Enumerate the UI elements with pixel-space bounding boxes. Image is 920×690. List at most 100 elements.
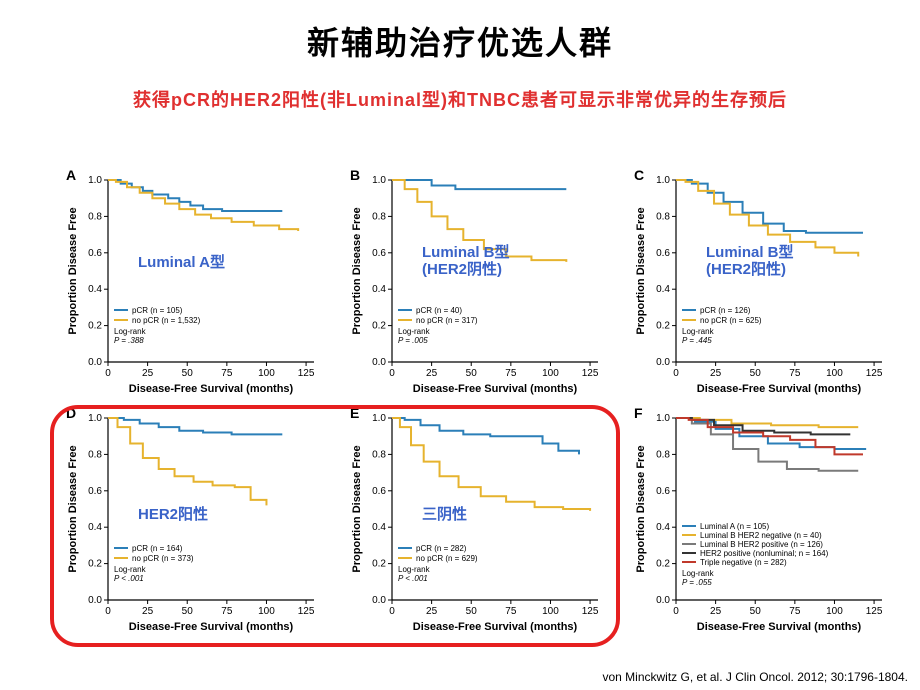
svg-text:0.8: 0.8: [656, 211, 670, 222]
main-title: 新辅助治疗优选人群: [0, 0, 920, 64]
svg-text:Log-rank: Log-rank: [114, 327, 147, 336]
panel-C: C0.00.20.40.60.81.00255075100125Proporti…: [628, 166, 888, 398]
citation: von Minckwitz G, et al. J Clin Oncol. 20…: [603, 670, 909, 684]
panel-B-label: Luminal B型(HER2阴性): [422, 244, 510, 279]
panel-E: E0.00.20.40.60.81.00255075100125Proporti…: [344, 404, 604, 636]
svg-text:75: 75: [505, 606, 517, 617]
svg-text:0.2: 0.2: [372, 559, 386, 570]
svg-text:1.0: 1.0: [88, 413, 102, 424]
svg-text:A: A: [66, 167, 76, 183]
svg-text:Proportion Disease Free: Proportion Disease Free: [351, 207, 363, 334]
svg-text:P = .388: P = .388: [114, 336, 144, 345]
svg-text:0.4: 0.4: [372, 284, 386, 295]
svg-text:Disease-Free Survival (months): Disease-Free Survival (months): [129, 383, 294, 395]
svg-text:1.0: 1.0: [656, 175, 670, 186]
svg-text:no pCR (n = 317): no pCR (n = 317): [416, 316, 478, 325]
svg-text:75: 75: [789, 368, 801, 379]
svg-text:125: 125: [582, 606, 599, 617]
svg-text:Log-rank: Log-rank: [682, 327, 715, 336]
svg-text:Proportion Disease Free: Proportion Disease Free: [67, 207, 79, 334]
svg-text:0.8: 0.8: [88, 211, 102, 222]
panel-D-label: HER2阳性: [138, 506, 208, 523]
svg-text:0.4: 0.4: [88, 522, 102, 533]
svg-text:0.4: 0.4: [88, 284, 102, 295]
svg-text:75: 75: [221, 368, 233, 379]
svg-text:Log-rank: Log-rank: [398, 327, 431, 336]
svg-text:75: 75: [789, 606, 801, 617]
svg-text:0.6: 0.6: [656, 248, 670, 259]
svg-text:0.4: 0.4: [656, 284, 670, 295]
svg-text:pCR (n = 105): pCR (n = 105): [132, 306, 183, 315]
svg-text:Luminal A (n = 105): Luminal A (n = 105): [700, 522, 769, 531]
svg-text:P = .445: P = .445: [682, 336, 712, 345]
svg-text:P < .001: P < .001: [398, 574, 428, 583]
svg-text:Log-rank: Log-rank: [398, 565, 431, 574]
svg-text:100: 100: [826, 606, 843, 617]
svg-text:1.0: 1.0: [656, 413, 670, 424]
svg-text:0: 0: [389, 368, 395, 379]
svg-text:0.8: 0.8: [372, 449, 386, 460]
subtitle: 获得pCR的HER2阳性(非Luminal型)和TNBC患者可显示非常优异的生存…: [0, 86, 920, 112]
svg-text:F: F: [634, 405, 643, 421]
svg-text:50: 50: [750, 606, 762, 617]
svg-text:Proportion Disease Free: Proportion Disease Free: [635, 445, 647, 572]
svg-text:0.2: 0.2: [656, 321, 670, 332]
svg-text:1.0: 1.0: [372, 175, 386, 186]
svg-text:0.8: 0.8: [372, 211, 386, 222]
svg-text:Log-rank: Log-rank: [682, 569, 715, 578]
svg-text:100: 100: [542, 606, 559, 617]
panel-D: D0.00.20.40.60.81.00255075100125Proporti…: [60, 404, 320, 636]
svg-text:125: 125: [582, 368, 599, 379]
svg-text:0: 0: [673, 606, 679, 617]
panel-F: F0.00.20.40.60.81.00255075100125Proporti…: [628, 404, 888, 636]
svg-text:50: 50: [466, 368, 478, 379]
svg-text:0.0: 0.0: [372, 357, 386, 368]
svg-text:Proportion Disease Free: Proportion Disease Free: [635, 207, 647, 334]
svg-text:D: D: [66, 405, 76, 421]
svg-text:0.6: 0.6: [372, 248, 386, 259]
chart-grid: A 0.0 0.2 0.4 0.6 0.8 1.0 0 25 50 75 100 125 Proporti…: [60, 166, 890, 636]
svg-text:0: 0: [105, 368, 111, 379]
panel-C-label: Luminal B型(HER2阳性): [706, 244, 794, 279]
svg-text:0.2: 0.2: [88, 559, 102, 570]
svg-text:0: 0: [389, 606, 395, 617]
svg-text:0.6: 0.6: [656, 486, 670, 497]
svg-text:0.0: 0.0: [656, 357, 670, 368]
svg-text:0.4: 0.4: [656, 522, 670, 533]
svg-text:1.0: 1.0: [88, 175, 102, 186]
svg-text:100: 100: [826, 368, 843, 379]
svg-text:125: 125: [866, 606, 883, 617]
svg-text:no pCR (n = 629): no pCR (n = 629): [416, 554, 478, 563]
svg-text:25: 25: [710, 606, 722, 617]
svg-text:25: 25: [426, 606, 438, 617]
svg-text:0.8: 0.8: [656, 449, 670, 460]
svg-text:0.6: 0.6: [372, 486, 386, 497]
svg-text:0.6: 0.6: [88, 248, 102, 259]
svg-text:no pCR (n = 373): no pCR (n = 373): [132, 554, 194, 563]
svg-text:0.4: 0.4: [372, 522, 386, 533]
svg-text:pCR (n = 164): pCR (n = 164): [132, 544, 183, 553]
svg-text:50: 50: [750, 368, 762, 379]
svg-text:75: 75: [505, 368, 517, 379]
svg-text:0.2: 0.2: [372, 321, 386, 332]
svg-text:125: 125: [298, 368, 315, 379]
svg-text:75: 75: [221, 606, 233, 617]
svg-text:0.0: 0.0: [372, 595, 386, 606]
panel-E-label: 三阴性: [422, 506, 467, 523]
svg-text:0.0: 0.0: [656, 595, 670, 606]
svg-text:pCR (n = 40): pCR (n = 40): [416, 306, 462, 315]
svg-text:pCR (n = 126): pCR (n = 126): [700, 306, 751, 315]
svg-text:125: 125: [866, 368, 883, 379]
svg-text:C: C: [634, 167, 644, 183]
svg-text:pCR (n = 282): pCR (n = 282): [416, 544, 467, 553]
svg-text:100: 100: [542, 368, 559, 379]
svg-text:P = .005: P = .005: [398, 336, 428, 345]
svg-text:50: 50: [182, 368, 194, 379]
svg-text:1.0: 1.0: [372, 413, 386, 424]
svg-text:0.0: 0.0: [88, 595, 102, 606]
svg-text:Disease-Free Survival (months): Disease-Free Survival (months): [697, 383, 862, 395]
svg-text:P < .001: P < .001: [114, 574, 144, 583]
svg-text:0: 0: [673, 368, 679, 379]
svg-text:Proportion Disease Free: Proportion Disease Free: [351, 445, 363, 572]
svg-text:0.0: 0.0: [88, 357, 102, 368]
